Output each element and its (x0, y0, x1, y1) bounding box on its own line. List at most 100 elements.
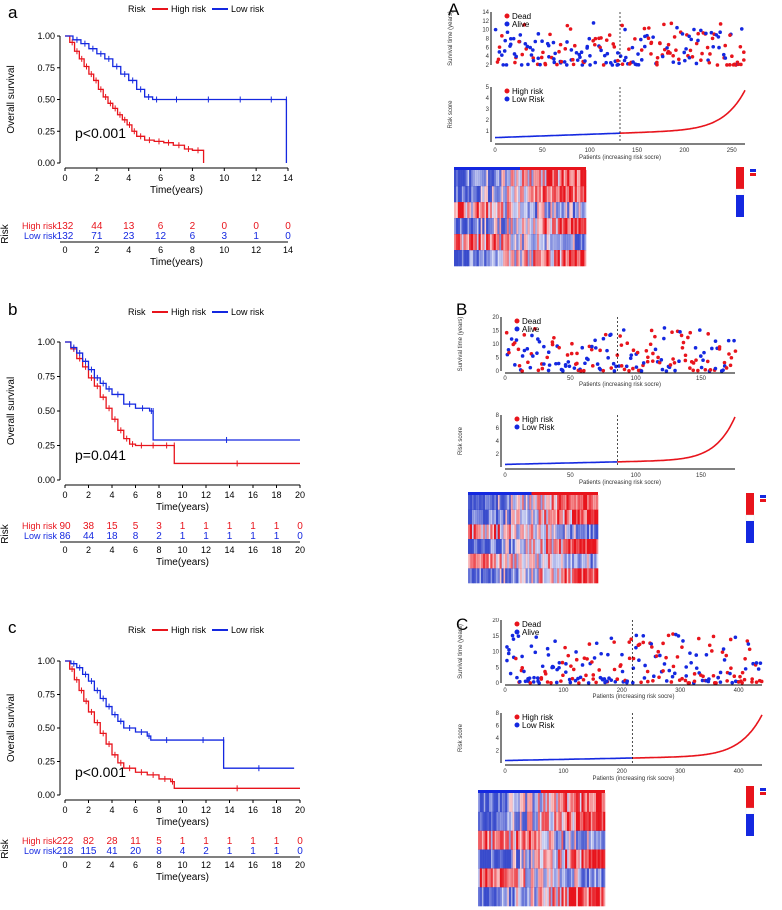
heatmap-cell (559, 568, 562, 584)
status-point (587, 642, 592, 646)
heatmap-cell (497, 793, 501, 813)
heatmap-cell (465, 218, 468, 235)
status-point (508, 36, 513, 41)
heatmap-cell (465, 234, 468, 251)
status-point (754, 661, 759, 665)
heatmap-cell (514, 811, 517, 831)
status-x-tick: 300 (675, 688, 686, 694)
heatmap-cell (542, 186, 545, 203)
status-point (514, 656, 518, 661)
status-point (591, 21, 596, 25)
heatmap-cell (492, 811, 495, 831)
heatmap-cell (468, 495, 471, 510)
status-point (641, 640, 646, 645)
status-x-tick: 0 (503, 688, 507, 694)
heatmap-cell (533, 218, 536, 235)
heatmap-cell (512, 539, 515, 554)
heatmap-cell (547, 539, 551, 554)
score-y-tick: 8 (496, 711, 500, 717)
heatmap-cell (542, 250, 545, 267)
status-point (552, 335, 556, 340)
heatmap-cell (596, 568, 599, 584)
heatmap-cell (549, 539, 552, 554)
heatmap-cell (470, 218, 474, 235)
heatmap-cell (549, 509, 552, 525)
status-point (680, 32, 685, 36)
heatmap-cell (469, 186, 472, 203)
heatmap-cell (563, 202, 566, 219)
heatmap-cell (559, 218, 562, 235)
heatmap-cell (599, 887, 602, 907)
status-point (688, 330, 693, 335)
status-point (610, 63, 615, 67)
survival-curve-high (65, 35, 205, 163)
heatmap-cell (501, 568, 504, 584)
heatmap-cell (492, 887, 495, 907)
heatmap-cell (495, 509, 499, 525)
heatmap-cell (499, 186, 502, 203)
heatmap-cell (465, 186, 468, 203)
legend-high-label: High risk (171, 4, 207, 14)
heatmap-cell (580, 186, 583, 203)
heatmap-cell (592, 553, 595, 569)
heatmap-cell (526, 868, 530, 888)
heatmap-cell (603, 793, 606, 813)
heatmap-cell (573, 495, 577, 510)
status-point (620, 62, 625, 66)
heatmap-cell (523, 811, 526, 831)
score-x-tick: 200 (617, 769, 628, 775)
status-point (677, 61, 681, 66)
x-tick-label: 8 (190, 173, 195, 183)
heatmap-cell (469, 218, 472, 235)
status-point (568, 680, 573, 685)
heatmap-cell (595, 830, 599, 850)
p-value: p<0.001 (75, 764, 126, 780)
status-point (651, 35, 655, 39)
status-point (750, 677, 754, 681)
heatmap-cell (496, 830, 499, 850)
status-point (676, 57, 681, 62)
status-point (497, 50, 502, 54)
heatmap-cell (518, 250, 521, 267)
heatmap-cell (501, 234, 504, 251)
heatmap-cell (555, 250, 559, 267)
heatmap-cell (520, 539, 523, 554)
status-y-tick: 0 (496, 369, 500, 375)
heatmap-cell (562, 495, 565, 510)
heatmap-cell (499, 234, 502, 251)
status-point (572, 43, 577, 48)
risk-count-high: 90 (59, 521, 71, 532)
heatmap-cell (488, 495, 491, 510)
status-point (649, 328, 654, 333)
status-point (516, 634, 521, 638)
heatmap-cell (503, 234, 506, 251)
heatmap-group-bar-high (540, 790, 605, 793)
status-point (493, 27, 498, 32)
heatmap-cell (563, 849, 566, 869)
group-legend-low (760, 495, 766, 498)
heatmap-cell (538, 234, 542, 251)
heatmap-cell (485, 849, 488, 869)
heatmap-cell (492, 553, 495, 569)
heatmap-cell (595, 793, 599, 813)
heatmap-cell (455, 170, 459, 187)
status-point (633, 37, 637, 41)
heatmap-cell (542, 170, 545, 187)
heatmap-cell (521, 553, 525, 569)
status-point (500, 53, 504, 57)
heatmap-cell (474, 250, 477, 267)
heatmap-cell (577, 539, 580, 554)
heatmap-cell (479, 830, 482, 850)
heatmap-cell (496, 849, 499, 869)
status-point (553, 639, 557, 644)
heatmap-cell (467, 170, 470, 187)
heatmap-cell (552, 793, 555, 813)
status-point (526, 62, 530, 67)
heatmap-cell (508, 170, 511, 187)
heatmap-cell (512, 202, 515, 219)
heatmap-cell (572, 811, 575, 831)
heatmap-cell (517, 887, 521, 907)
heatmap-cell (567, 170, 570, 187)
heatmap-cell (518, 202, 521, 219)
status-y-tick: 14 (482, 10, 489, 16)
